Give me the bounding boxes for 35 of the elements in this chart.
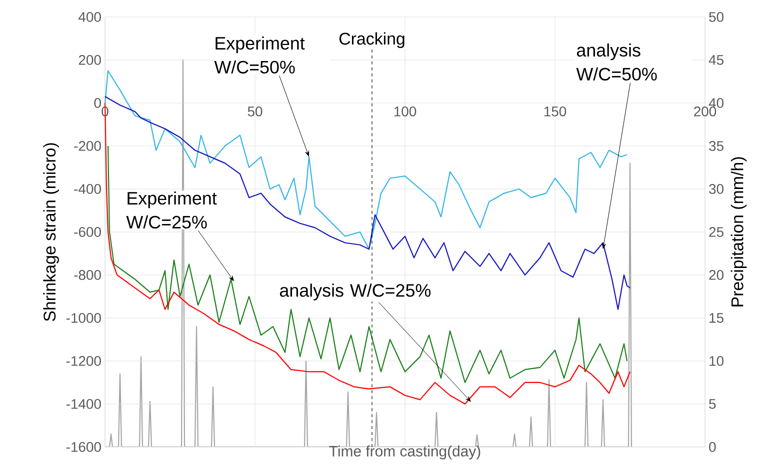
y2-axis-title: Precipitation (mm/h) bbox=[730, 157, 747, 306]
y-tick-label: -800 bbox=[74, 270, 101, 280]
annotation: analysis W/C=50% bbox=[576, 43, 657, 81]
y-tick-label: -1400 bbox=[66, 399, 101, 409]
y2-tick-label: 40 bbox=[708, 98, 724, 108]
x-tick-label: 50 bbox=[248, 106, 262, 116]
x-axis-title: Time from casting(day) bbox=[329, 446, 480, 460]
x-tick-label: 200 bbox=[694, 106, 716, 116]
y-tick-label: -400 bbox=[74, 184, 101, 194]
y-tick-label: 400 bbox=[78, 12, 101, 22]
y-tick-label: -1200 bbox=[66, 356, 101, 366]
y-tick-label: -1600 bbox=[66, 442, 101, 452]
y2-tick-label: 15 bbox=[710, 313, 724, 323]
y-tick-label: -1000 bbox=[66, 313, 101, 323]
line-series bbox=[107, 145, 628, 384]
y-axis-title: Shrinkage strain (micro) bbox=[43, 143, 59, 322]
ref-line-label: Cracking bbox=[339, 32, 404, 48]
annotation: analysis W/C=25% bbox=[280, 284, 431, 300]
y2-tick-label: 5 bbox=[709, 399, 716, 409]
y2-tick-label: 45 bbox=[708, 55, 724, 65]
y2-tick-label: 35 bbox=[709, 141, 724, 151]
y2-tick-label: 0 bbox=[709, 442, 716, 452]
y2-tick-label: 25 bbox=[709, 227, 724, 237]
y-tick-label: 200 bbox=[78, 55, 101, 65]
x-tick-label: 150 bbox=[544, 106, 566, 116]
y-tick-label: 0 bbox=[94, 98, 101, 108]
annotation: Experiment W/C=25% bbox=[126, 191, 217, 229]
y2-tick-label: 30 bbox=[709, 184, 724, 194]
y2-tick-label: 10 bbox=[710, 356, 724, 366]
y-tick-label: -600 bbox=[74, 227, 101, 237]
y2-tick-label: 50 bbox=[709, 12, 724, 22]
annotation: Experiment W/C=50% bbox=[214, 36, 305, 74]
y2-tick-label: 20 bbox=[709, 270, 724, 280]
x-tick-label: 100 bbox=[394, 106, 416, 116]
y-tick-label: -200 bbox=[74, 141, 101, 151]
